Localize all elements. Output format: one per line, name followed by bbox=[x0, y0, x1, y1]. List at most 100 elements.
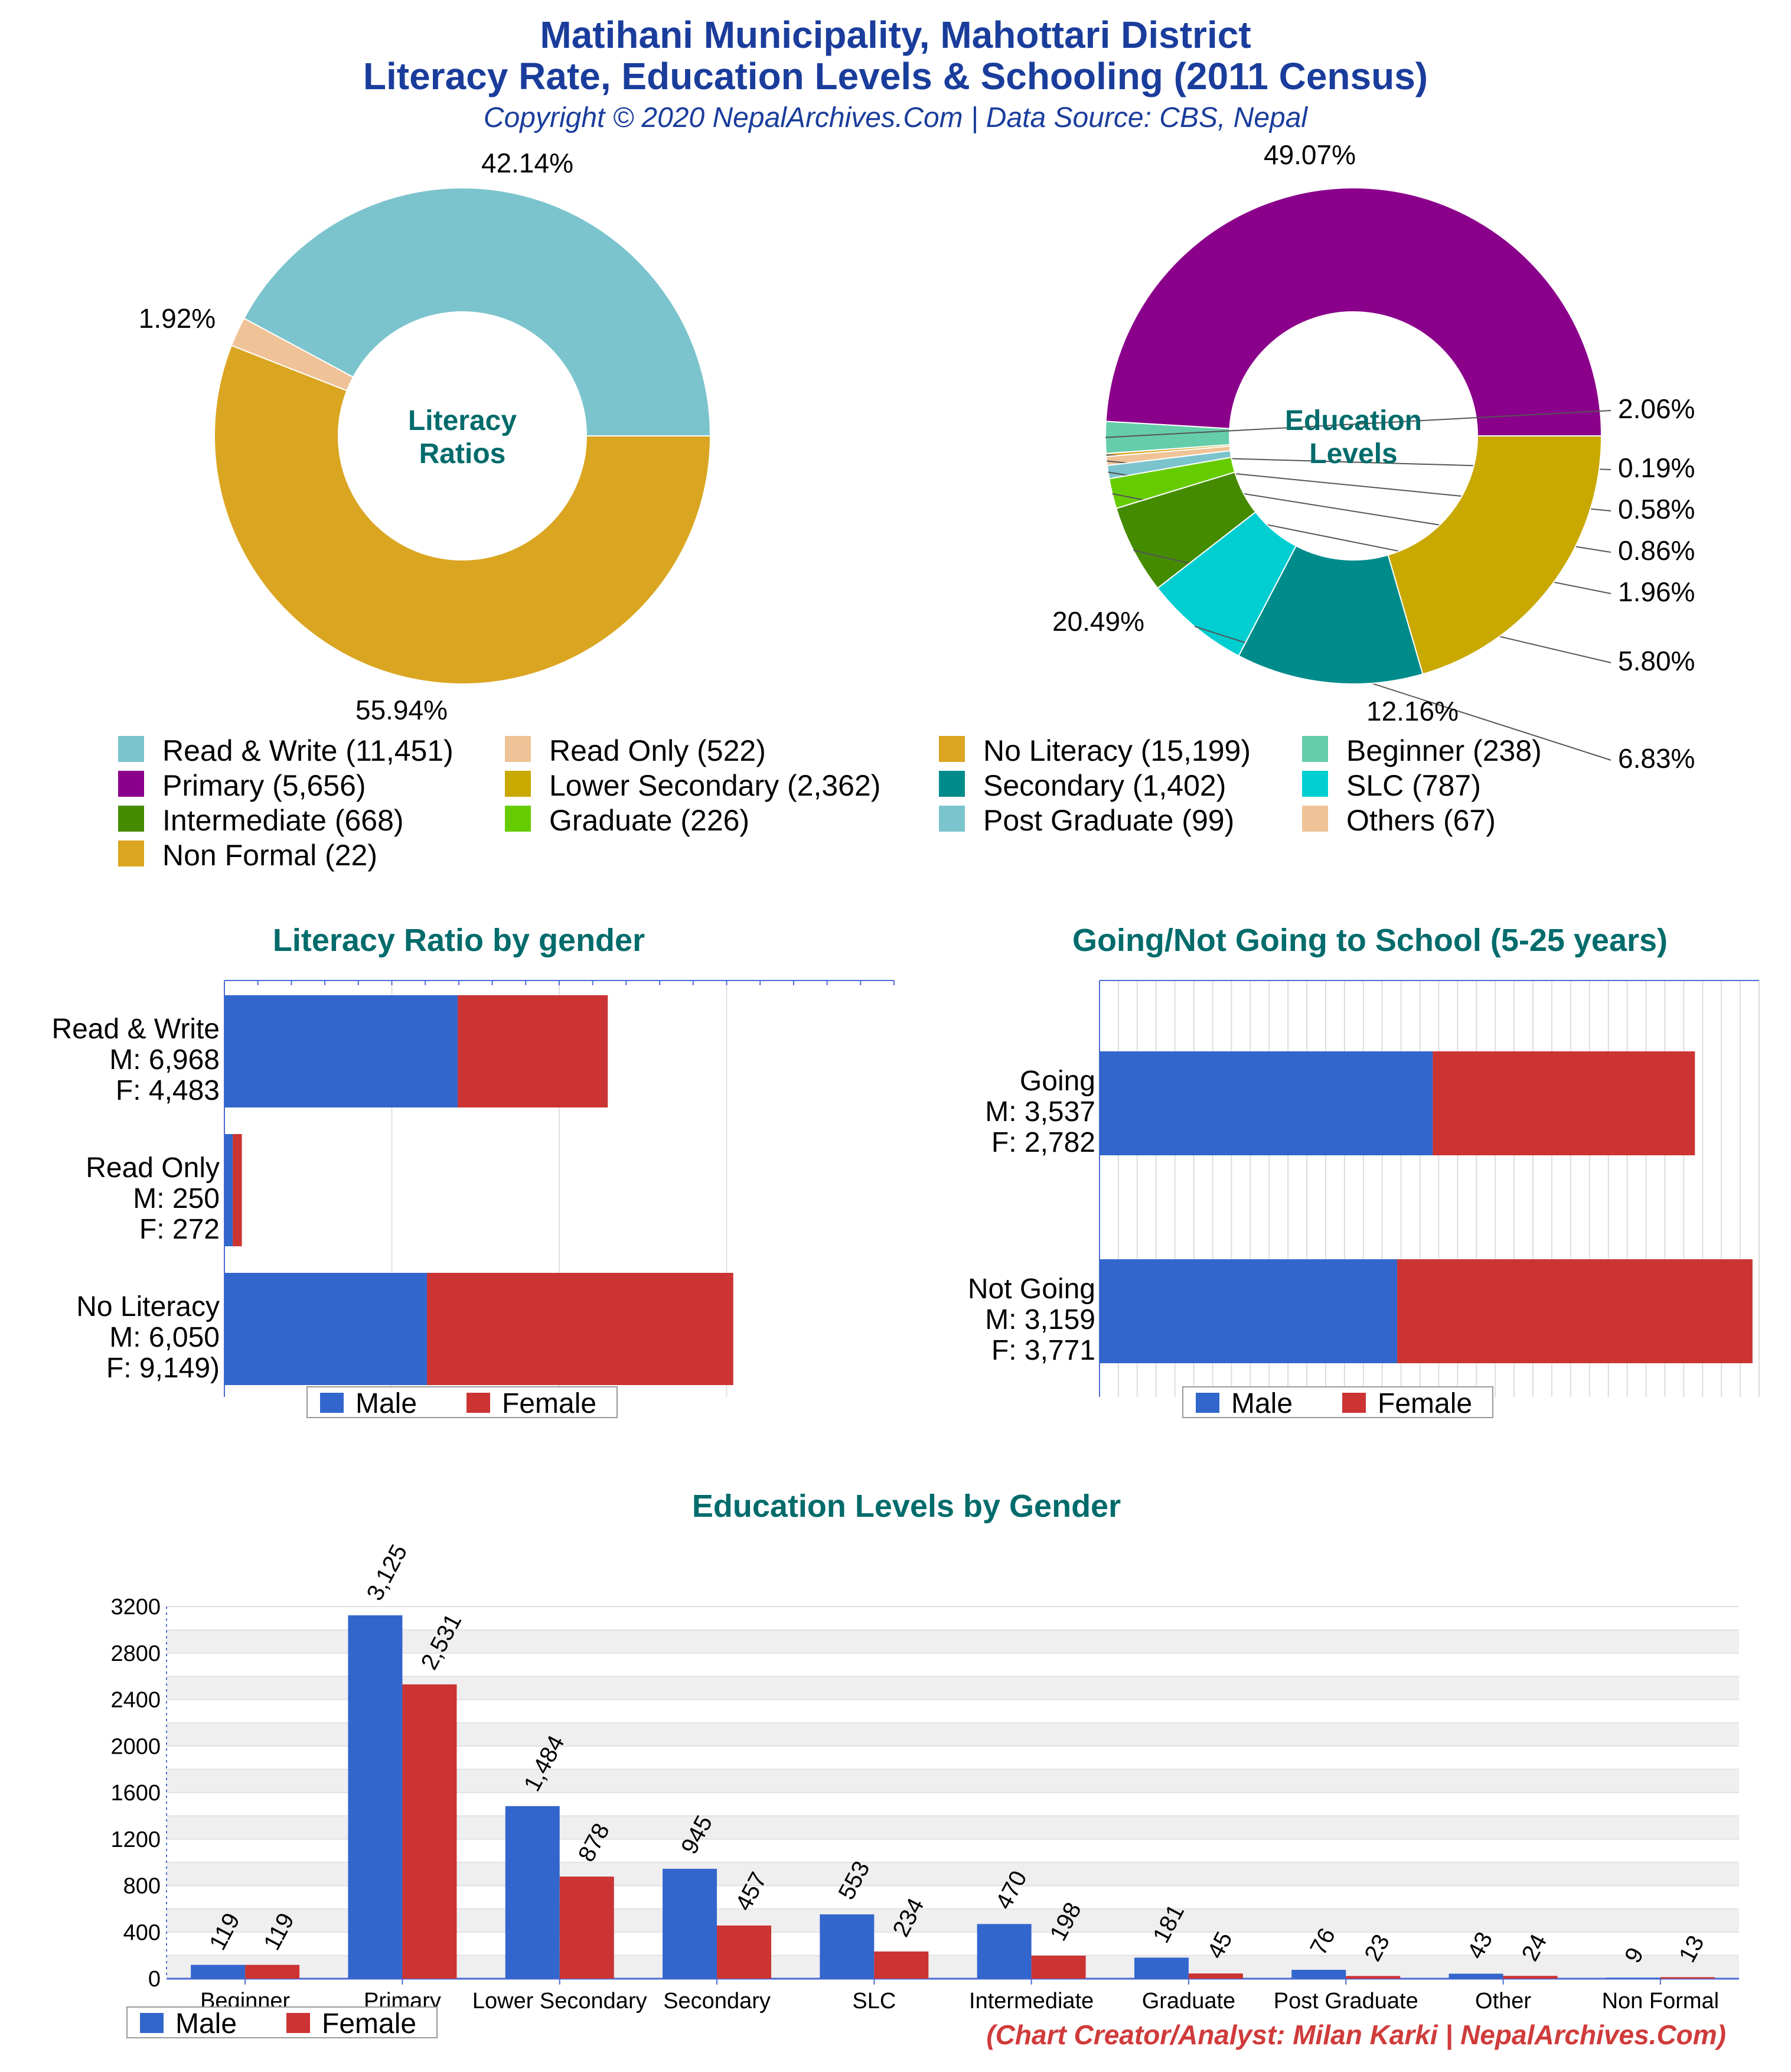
grid-band bbox=[167, 1630, 1739, 1653]
legend-item-label: SLC (787) bbox=[1346, 769, 1481, 802]
bar bbox=[191, 1965, 246, 1979]
legend-swatch bbox=[118, 736, 144, 762]
bar-segment bbox=[224, 1273, 428, 1385]
legend-swatch-male bbox=[320, 1393, 344, 1413]
legend-box bbox=[306, 1386, 618, 1418]
legend-box bbox=[126, 2006, 438, 2038]
y-tick-label: 2400 bbox=[110, 1688, 161, 1713]
legend-swatch bbox=[1302, 736, 1328, 762]
pie-percent-label: 1.96% bbox=[1618, 576, 1695, 607]
bar bbox=[1606, 1977, 1660, 1979]
category-label: No Literacy bbox=[76, 1291, 220, 1322]
legend-item-label: Graduate (226) bbox=[549, 804, 749, 837]
legend-male-label: Male bbox=[1231, 1388, 1293, 1419]
legend-female-label: Female bbox=[322, 2008, 416, 2040]
pie-slice bbox=[1238, 545, 1424, 685]
legend-female-label: Female bbox=[502, 1388, 596, 1419]
pie-percent-label: 6.83% bbox=[1618, 743, 1695, 774]
bar bbox=[820, 1914, 875, 1979]
legend-swatch bbox=[505, 736, 531, 762]
pie-slice bbox=[1105, 187, 1603, 436]
legend-swatch bbox=[505, 806, 531, 832]
legend-swatch-male bbox=[140, 2013, 164, 2033]
legend-swatch bbox=[1302, 771, 1328, 797]
bar bbox=[874, 1951, 929, 1979]
y-tick-label: 1200 bbox=[110, 1827, 161, 1852]
y-tick-label: 2000 bbox=[110, 1734, 161, 1759]
bar-value-label: 198 bbox=[1045, 1898, 1087, 1946]
pie-center-label: Education bbox=[1285, 405, 1422, 436]
page-title: Matihani Municipality, Mahottari Distric… bbox=[540, 14, 1251, 56]
category-label: M: 250 bbox=[133, 1183, 220, 1214]
x-tick-label: Other bbox=[1475, 1989, 1531, 2014]
legend-female-label: Female bbox=[1378, 1388, 1472, 1419]
pie-percent-label: 42.14% bbox=[481, 148, 573, 178]
x-tick-label: Intermediate bbox=[969, 1989, 1094, 2014]
y-tick-label: 1600 bbox=[110, 1781, 161, 1806]
bar bbox=[1134, 1957, 1189, 1979]
y-tick-label: 2800 bbox=[110, 1641, 161, 1666]
bar bbox=[402, 1684, 457, 1979]
bar bbox=[663, 1868, 717, 1979]
bar bbox=[977, 1924, 1032, 1979]
legend-swatch bbox=[1302, 806, 1328, 832]
x-tick-label: Non Formal bbox=[1602, 1989, 1720, 2014]
pie-percent-label: 5.80% bbox=[1618, 646, 1695, 676]
pie-slice bbox=[214, 344, 712, 685]
legend-swatch bbox=[118, 806, 144, 832]
category-label: M: 6,968 bbox=[109, 1044, 220, 1076]
bar-segment bbox=[224, 1134, 233, 1246]
bar bbox=[1291, 1970, 1346, 1979]
bar bbox=[1188, 1973, 1243, 1979]
legend-item-label: Read Only (522) bbox=[549, 734, 766, 767]
legend-item-label: Post Graduate (99) bbox=[983, 804, 1234, 837]
chart-title: Going/Not Going to School (5-25 years) bbox=[1072, 923, 1668, 958]
bar-segment bbox=[224, 995, 458, 1107]
y-tick-label: 0 bbox=[148, 1967, 161, 1992]
x-tick-label: SLC bbox=[852, 1989, 896, 2014]
legend-item-label: Primary (5,656) bbox=[162, 769, 366, 802]
bar bbox=[1031, 1956, 1086, 1979]
bar-segment bbox=[458, 995, 608, 1107]
legend-swatch-female bbox=[466, 1393, 490, 1413]
pie-percent-label: 1.92% bbox=[139, 303, 216, 334]
category-label: F: 9,149) bbox=[106, 1353, 220, 1384]
pie-leader-line bbox=[1105, 410, 1611, 438]
legend-swatch-female bbox=[1342, 1393, 1366, 1413]
legend-item-label: Others (67) bbox=[1346, 804, 1496, 837]
category-label: Read & Write bbox=[51, 1014, 220, 1045]
category-label: Not Going bbox=[968, 1273, 1095, 1305]
bar bbox=[559, 1876, 614, 1979]
legend-box bbox=[1182, 1386, 1493, 1418]
legend-swatch bbox=[505, 771, 531, 797]
category-label: F: 272 bbox=[139, 1214, 220, 1245]
y-tick-label: 3200 bbox=[110, 1595, 161, 1620]
pie-percent-label: 12.16% bbox=[1366, 696, 1459, 726]
y-tick-label: 800 bbox=[123, 1874, 161, 1899]
bar bbox=[505, 1806, 560, 1979]
pie-percent-label: 55.94% bbox=[355, 695, 448, 725]
bar-segment bbox=[1100, 1051, 1433, 1155]
bar bbox=[1660, 1977, 1715, 1979]
bar bbox=[1449, 1973, 1503, 1979]
legend-male-label: Male bbox=[355, 1388, 417, 1419]
category-label: M: 3,159 bbox=[985, 1304, 1095, 1335]
pie-percent-label: 0.86% bbox=[1618, 535, 1695, 566]
pie-slice bbox=[1387, 435, 1603, 675]
legend-item-label: Intermediate (668) bbox=[162, 804, 404, 837]
pie-center-label: Literacy bbox=[408, 405, 517, 436]
pie-center-label: Levels bbox=[1309, 438, 1397, 470]
bar bbox=[245, 1965, 300, 1979]
pie-percent-label: 0.19% bbox=[1618, 452, 1695, 483]
x-tick-label: Lower Secondary bbox=[472, 1989, 647, 2014]
legend-swatch-female bbox=[286, 2013, 310, 2033]
legend-item-label: Secondary (1,402) bbox=[983, 769, 1226, 802]
bar bbox=[348, 1615, 403, 1979]
y-tick-label: 400 bbox=[123, 1920, 161, 1945]
chart-credit: (Chart Creator/Analyst: Milan Karki | Ne… bbox=[986, 2019, 1726, 2050]
pie-slice bbox=[243, 187, 712, 436]
bar-value-label: 234 bbox=[888, 1894, 929, 1941]
legend-swatch bbox=[939, 771, 965, 797]
bar-segment bbox=[1433, 1051, 1695, 1155]
